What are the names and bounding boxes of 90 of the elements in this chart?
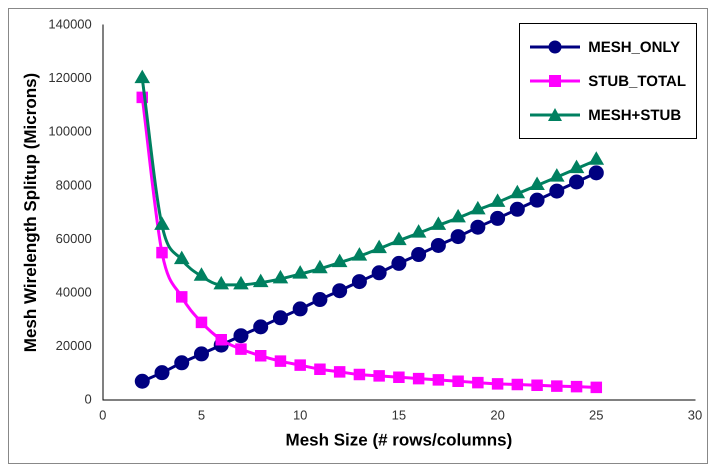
- x-axis-title: Mesh Size (# rows/columns): [286, 430, 512, 450]
- point: [471, 202, 485, 214]
- x-tick-label: 15: [392, 407, 406, 422]
- x-tick-label: 25: [589, 407, 604, 422]
- legend-label: STUB_TOTAL: [588, 72, 686, 90]
- point: [452, 376, 464, 387]
- point: [292, 301, 308, 316]
- point: [590, 382, 602, 394]
- point: [432, 374, 444, 386]
- point: [174, 355, 190, 370]
- point: [490, 210, 506, 226]
- y-tick-label: 20000: [56, 338, 92, 354]
- point: [451, 210, 465, 222]
- point: [472, 376, 484, 388]
- point: [194, 346, 209, 362]
- point: [352, 248, 366, 261]
- point: [312, 292, 328, 308]
- x-tick-label: 0: [99, 407, 106, 422]
- point: [234, 277, 248, 290]
- point: [294, 359, 306, 371]
- point: [450, 229, 466, 244]
- point: [430, 238, 446, 253]
- point: [134, 374, 150, 389]
- point: [372, 265, 387, 280]
- point: [530, 192, 545, 208]
- point: [588, 165, 604, 180]
- point: [391, 256, 406, 271]
- point: [274, 355, 286, 367]
- point: [492, 378, 504, 390]
- point: [253, 319, 268, 334]
- point: [590, 152, 603, 165]
- point: [272, 310, 288, 326]
- y-tick-label: 120000: [48, 70, 92, 86]
- x-tick-label: 5: [198, 407, 206, 422]
- point: [510, 186, 524, 198]
- point: [432, 218, 446, 230]
- x-tick-label: 30: [688, 407, 702, 422]
- point: [570, 161, 584, 174]
- y-tick-label: 80000: [56, 177, 92, 192]
- point: [233, 328, 248, 344]
- point: [392, 233, 406, 246]
- point: [215, 334, 227, 346]
- point: [470, 220, 486, 235]
- point: [354, 368, 366, 380]
- point: [551, 380, 563, 392]
- point: [254, 350, 266, 362]
- point: [373, 370, 385, 382]
- point: [393, 371, 405, 383]
- point: [412, 372, 424, 384]
- point: [156, 246, 168, 258]
- point: [154, 365, 170, 380]
- point: [412, 226, 426, 238]
- point: [531, 380, 543, 392]
- point: [332, 255, 346, 268]
- x-tick-label: 20: [490, 407, 505, 422]
- point: [235, 343, 247, 355]
- point: [155, 218, 169, 230]
- point: [314, 363, 326, 375]
- y-tick-label: 40000: [56, 284, 92, 300]
- point: [550, 170, 564, 182]
- point: [274, 271, 288, 284]
- point: [176, 291, 188, 303]
- point: [490, 194, 504, 207]
- point: [194, 268, 208, 281]
- point: [512, 378, 524, 390]
- point: [293, 266, 307, 279]
- x-tick-label: 10: [292, 407, 308, 422]
- point: [411, 247, 426, 262]
- point: [214, 277, 228, 290]
- point: [569, 174, 584, 190]
- point: [352, 274, 367, 290]
- point: [136, 71, 149, 84]
- point: [530, 178, 544, 190]
- y-tick-label: 140000: [48, 16, 92, 32]
- point: [334, 366, 346, 378]
- point: [175, 252, 188, 264]
- legend-label: MESH_ONLY: [588, 38, 680, 56]
- point: [372, 241, 386, 254]
- point: [313, 261, 327, 274]
- point: [549, 184, 564, 199]
- y-tick-label: 60000: [56, 230, 92, 246]
- point: [254, 275, 268, 288]
- point: [510, 202, 525, 217]
- y-tick-label: 0: [84, 392, 92, 407]
- y-tick-label: 100000: [48, 124, 92, 139]
- point: [332, 283, 348, 298]
- legend-label: MESH+STUB: [588, 106, 682, 124]
- point: [570, 380, 582, 392]
- point: [196, 316, 208, 328]
- y-axis-title: Mesh Wirelength Splitup (Microns): [20, 72, 40, 352]
